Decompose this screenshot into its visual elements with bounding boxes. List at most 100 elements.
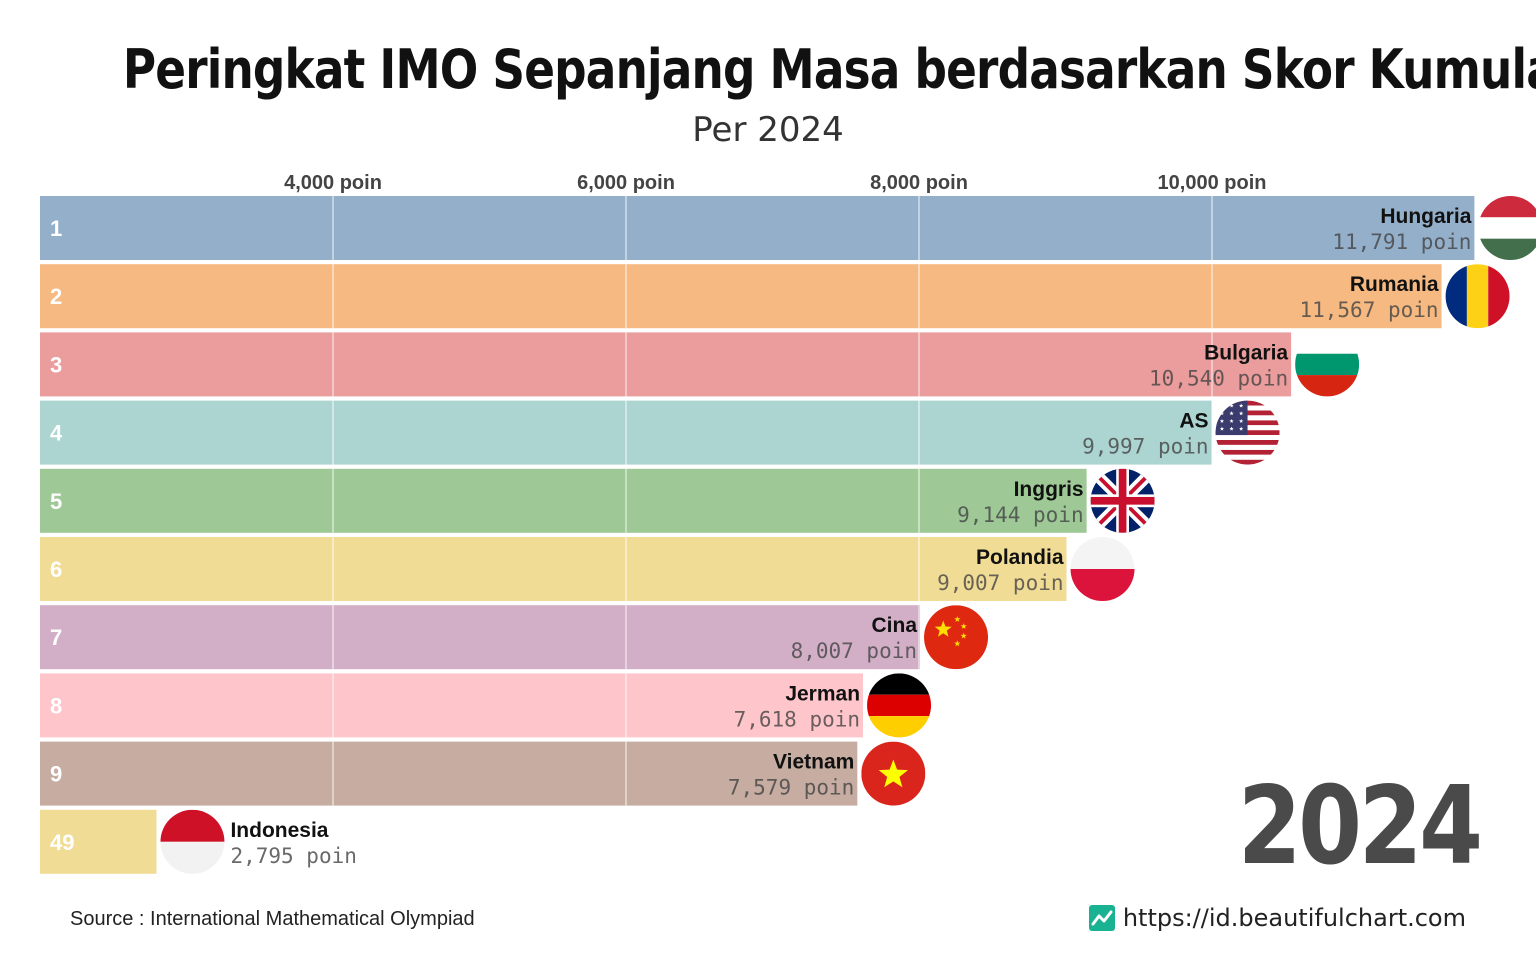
rank-label-rumania: 2 (50, 284, 62, 309)
flag-stripe (1070, 569, 1135, 601)
flag-stripe (1070, 537, 1135, 569)
bar-bulgaria (40, 332, 1292, 397)
flag-star (1239, 411, 1244, 416)
flag-stripe (867, 716, 932, 738)
rank-label-polandia: 6 (50, 557, 62, 582)
flag-stripe (1215, 454, 1280, 460)
x-tick-label: 8,000 poin (870, 172, 968, 194)
rank-label-cina: 7 (50, 625, 62, 650)
site-url: https://id.beautifulchart.com (1122, 904, 1466, 932)
flag-stripe (1478, 238, 1536, 260)
chart-title: Peringkat IMO Sepanjang Masa berdasarkan… (122, 38, 1536, 101)
value-label-cina: 8,007 poin (791, 639, 917, 663)
rank-label-indonesia: 49 (50, 830, 74, 855)
flag-stripe (1445, 264, 1467, 329)
rank-label-jerman: 8 (50, 693, 62, 718)
bar-chart: 4,000 poin 6,000 poin 8,000 poin 10,000 poi… (40, 172, 1536, 874)
rank-label-vietnam: 9 (50, 762, 62, 787)
flag-star (878, 759, 908, 788)
value-label-indonesia: 2,795 poin (230, 844, 356, 868)
bar-hungaria (40, 196, 1475, 260)
flag-star (1239, 426, 1244, 431)
value-label-polandia: 9,007 poin (937, 571, 1063, 595)
value-label-jerman: 7,618 poin (734, 707, 860, 731)
rank-label-bulgaria: 3 (50, 352, 62, 377)
flag-stripe (1488, 264, 1510, 329)
flag-star (1219, 403, 1225, 408)
bulgaria-flag (1295, 332, 1360, 397)
flag-stripe (1215, 439, 1280, 445)
hungary-flag (1478, 196, 1536, 260)
flag-stripe (160, 841, 225, 874)
bar-polandia (40, 537, 1067, 601)
flag-stripe (1215, 459, 1280, 465)
flag-star (934, 620, 952, 637)
country-name-as: AS (1179, 410, 1208, 433)
flag-stripe (1215, 449, 1280, 455)
bar-vietnam (40, 741, 858, 806)
value-label-inggris: 9,144 poin (957, 503, 1083, 527)
country-name-bulgaria: Bulgaria (1204, 341, 1288, 364)
flag-star (1239, 418, 1244, 423)
uk-flag (1090, 468, 1155, 533)
value-label-hungaria: 11,791 poin (1332, 230, 1471, 254)
vietnam-flag (861, 741, 926, 806)
country-name-hungaria: Hungaria (1380, 205, 1471, 228)
flag-star (960, 632, 967, 639)
value-label-rumania: 11,567 poin (1299, 298, 1438, 322)
flag-cross-red (1090, 496, 1155, 505)
rank-label-hungaria: 1 (50, 216, 62, 241)
flag-stripe (160, 809, 225, 842)
chart-subtitle: Per 2024 (692, 110, 844, 150)
flag-stripe (1295, 332, 1360, 354)
flag-star (1229, 426, 1234, 431)
labels-group: 4,000 poin 6,000 poin 8,000 poin 10,000 poi… (50, 172, 1536, 874)
flag-stripe (1215, 435, 1280, 440)
site-link[interactable]: https://id.beautifulchart.com (1088, 904, 1466, 932)
flag-stripe (1215, 444, 1280, 450)
country-name-inggris: Inggris (1014, 478, 1084, 501)
flag-stripe (1478, 217, 1536, 239)
year-label: 2024 (1238, 764, 1483, 889)
bar-indonesia (40, 809, 157, 874)
flag-stripe (867, 673, 932, 695)
flag-star (1229, 411, 1234, 416)
flag-stripe (1295, 375, 1360, 397)
rank-label-as: 4 (50, 421, 63, 446)
usa-flag (1215, 400, 1280, 465)
country-name-indonesia: Indonesia (230, 819, 328, 842)
flag-star (954, 640, 961, 647)
rank-label-inggris: 5 (50, 489, 62, 514)
indonesia-flag (160, 809, 225, 874)
value-label-vietnam: 7,579 poin (728, 776, 854, 800)
flag-stripe (1466, 264, 1489, 329)
poland-flag (1070, 537, 1135, 601)
source-label: Source : International Mathematical Olym… (70, 908, 475, 930)
flag-stripe (1478, 196, 1536, 218)
value-label-bulgaria: 10,540 poin (1149, 366, 1288, 390)
romania-flag (1445, 264, 1510, 329)
grid-group (332, 196, 1213, 806)
bar-rumania (40, 264, 1442, 329)
flag-star (1219, 418, 1225, 423)
flag-stripe (1295, 353, 1360, 376)
country-name-cina: Cina (872, 614, 918, 637)
flag-star (1239, 403, 1244, 408)
value-label-as: 9,997 poin (1082, 435, 1208, 459)
country-name-rumania: Rumania (1350, 273, 1439, 296)
flag-star (1229, 418, 1234, 423)
x-tick-label: 6,000 poin (577, 172, 675, 194)
country-name-polandia: Polandia (976, 546, 1064, 569)
flag-star (960, 623, 967, 629)
country-name-vietnam: Vietnam (773, 751, 854, 774)
flag-field (924, 605, 989, 670)
beautifulchart-logo-icon (1088, 905, 1115, 931)
country-name-jerman: Jerman (785, 682, 860, 705)
bar-inggris (40, 468, 1087, 533)
bar-cina (40, 605, 921, 670)
flag-stripe (867, 694, 932, 717)
germany-flag (867, 673, 932, 738)
flag-star (1229, 403, 1234, 408)
flag-star (954, 616, 961, 622)
china-flag (924, 605, 989, 670)
